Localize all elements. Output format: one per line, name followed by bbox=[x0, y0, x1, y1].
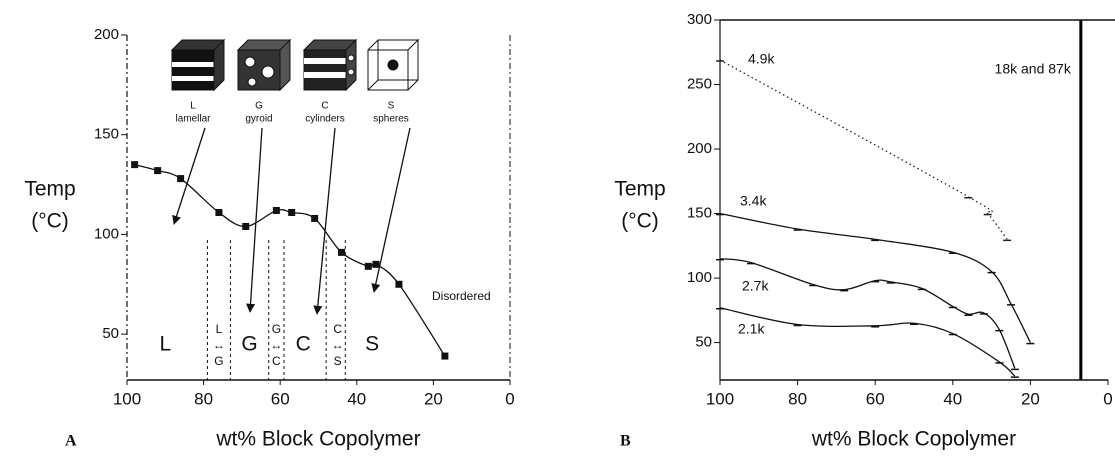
x-tick-label: 0 bbox=[505, 389, 514, 408]
x-tick-label: 20 bbox=[1021, 389, 1040, 408]
phase-label: C bbox=[296, 333, 311, 356]
x-axis-label: wt% Block Copolymer bbox=[215, 428, 420, 451]
series-line bbox=[134, 163, 446, 357]
y-tick-label: 150 bbox=[94, 126, 119, 143]
phase-label: L bbox=[159, 333, 171, 356]
phase-label: G bbox=[241, 333, 257, 356]
y-tick-label: 50 bbox=[102, 325, 119, 342]
y-tick-label: 250 bbox=[687, 75, 712, 92]
data-point bbox=[272, 206, 280, 214]
disordered-label: Disordered bbox=[432, 289, 491, 303]
phase-label: ↔ bbox=[332, 338, 344, 352]
series-line bbox=[719, 307, 1016, 377]
data-point bbox=[337, 248, 345, 256]
phase-label: C bbox=[272, 354, 281, 368]
series-label: 2.1k bbox=[738, 320, 765, 336]
series-line bbox=[719, 59, 1008, 240]
x-axis-label: wt% Block Copolymer bbox=[811, 428, 1016, 451]
x-tick-label: 40 bbox=[347, 389, 366, 408]
data-point bbox=[177, 175, 185, 183]
data-point bbox=[372, 260, 380, 268]
x-tick-label: 100 bbox=[706, 389, 734, 408]
structure-symbol: C bbox=[321, 101, 328, 112]
data-point bbox=[154, 167, 162, 175]
series-label: 3.4k bbox=[740, 192, 767, 208]
phase-label: G bbox=[272, 322, 281, 336]
data-point bbox=[364, 262, 372, 270]
cylinders-icon bbox=[302, 38, 358, 92]
lamellar-icon bbox=[170, 38, 226, 92]
gyroid-icon bbox=[236, 38, 292, 92]
spheres-icon bbox=[367, 38, 420, 91]
phase-label: ↔ bbox=[270, 338, 282, 352]
phase-label: G bbox=[214, 354, 223, 368]
x-tick-label: 80 bbox=[788, 389, 807, 408]
structure-symbol: G bbox=[255, 101, 263, 112]
series-line bbox=[719, 212, 1031, 343]
data-point bbox=[215, 208, 223, 216]
series-line bbox=[719, 258, 1016, 369]
arrows bbox=[172, 127, 411, 315]
structure-symbol: S bbox=[388, 101, 395, 112]
phase-label: ↔ bbox=[213, 338, 225, 352]
y-tick-label: 100 bbox=[94, 225, 119, 242]
structure-icons bbox=[170, 38, 420, 92]
phase-label: S bbox=[365, 333, 379, 356]
y-axis-label: Temp bbox=[24, 178, 75, 201]
y-axis-label: Temp bbox=[614, 178, 665, 201]
phase-label: L bbox=[216, 322, 223, 336]
structure-symbol: L bbox=[190, 101, 196, 112]
structure-name: gyroid bbox=[245, 114, 272, 125]
data-point bbox=[242, 222, 250, 230]
y-axis-label: (°C) bbox=[31, 210, 69, 233]
y-tick-label: 200 bbox=[94, 26, 119, 43]
panel-label: B bbox=[620, 433, 631, 450]
x-tick-label: 20 bbox=[424, 389, 443, 408]
y-axis-label: (°C) bbox=[621, 210, 659, 233]
data-point bbox=[395, 280, 403, 288]
y-tick-label: 50 bbox=[695, 334, 712, 351]
data-point bbox=[311, 214, 319, 222]
series-label: 2.7k bbox=[742, 277, 769, 293]
panel-label: A bbox=[65, 433, 77, 450]
phase-label: C bbox=[333, 322, 342, 336]
structure-name: cylinders bbox=[305, 114, 344, 125]
y-tick-label: 300 bbox=[687, 11, 712, 28]
x-tick-label: 0 bbox=[1103, 389, 1112, 408]
x-tick-label: 80 bbox=[194, 389, 213, 408]
phase-label: S bbox=[334, 354, 342, 368]
x-tick-label: 60 bbox=[271, 389, 290, 408]
x-tick-label: 40 bbox=[943, 389, 962, 408]
series-label: 18k and 87k bbox=[995, 61, 1072, 77]
structure-name: lamellar bbox=[175, 114, 211, 125]
y-tick-label: 200 bbox=[687, 140, 712, 157]
data-point bbox=[131, 161, 139, 169]
structure-name: spheres bbox=[373, 114, 409, 125]
y-tick-label: 150 bbox=[687, 205, 712, 222]
data-point bbox=[441, 352, 449, 360]
series-label: 4.9k bbox=[748, 51, 775, 67]
y-tick-label: 100 bbox=[687, 269, 712, 286]
x-tick-label: 100 bbox=[113, 389, 141, 408]
x-tick-label: 60 bbox=[866, 389, 885, 408]
data-point bbox=[288, 208, 296, 216]
